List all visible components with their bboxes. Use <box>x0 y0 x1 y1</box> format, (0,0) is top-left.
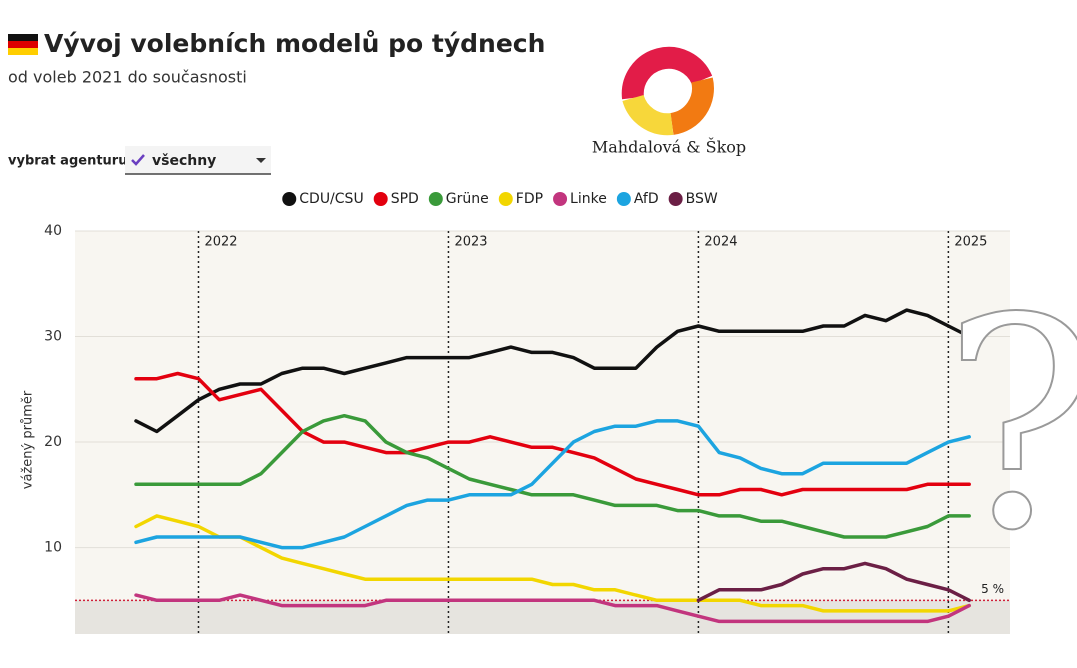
legend-item: AfD <box>616 191 659 207</box>
legend-item: Grüne <box>428 191 489 207</box>
logo: Mahdalová & Škop <box>592 46 746 157</box>
series-line <box>134 371 971 497</box>
x-tick-label: 2022 <box>204 235 237 250</box>
y-tick-label: 10 <box>44 540 62 556</box>
subtitle: od voleb 2021 do současnosti <box>8 68 247 87</box>
threshold-zone <box>75 600 1010 634</box>
series-line <box>134 593 971 624</box>
dropdown-value[interactable]: všechny <box>152 153 216 169</box>
dropdown[interactable]: všechny <box>125 146 271 175</box>
legend-label: FDP <box>516 191 543 207</box>
title: Vývoj volebních modelů po týdnech <box>44 29 545 58</box>
flag <box>8 34 38 55</box>
threshold-label: 5 % <box>981 582 1004 596</box>
legend-item: CDU/CSU <box>282 191 364 207</box>
plot-area <box>75 231 1010 634</box>
series-line <box>134 413 971 539</box>
x-tick-label: 2023 <box>454 235 487 250</box>
legend-item: SPD <box>373 191 419 207</box>
legend-label: AfD <box>634 191 659 207</box>
legend-swatch <box>428 192 443 206</box>
legend-swatch <box>498 192 513 206</box>
logo-text: Mahdalová & Škop <box>592 137 746 157</box>
overlay-question-mark: ? <box>942 257 1077 594</box>
legend-label: CDU/CSU <box>299 191 363 207</box>
series-line <box>134 308 971 434</box>
filter-label: vybrat agenturu <box>8 154 127 169</box>
legend-label: BSW <box>686 191 718 207</box>
legend-label: Grüne <box>446 191 489 207</box>
legend-swatch <box>282 192 297 206</box>
legend-item: Linke <box>553 191 607 207</box>
x-tick-label: 2025 <box>954 235 987 250</box>
series-line <box>134 514 971 613</box>
legend-item: BSW <box>668 191 718 207</box>
y-tick-label: 20 <box>44 434 62 450</box>
y-tick-label: 40 <box>44 223 62 239</box>
legend-swatch <box>616 192 631 206</box>
legend-swatch <box>668 192 683 206</box>
plot: 10 20 30 40 vážený průměr 5 % 2022 2023 2024 2025 <box>21 223 1010 634</box>
x-tick-label: 2024 <box>704 235 737 250</box>
legend-swatch <box>553 192 568 206</box>
series-line <box>134 419 971 550</box>
legend-item: FDP <box>498 191 543 207</box>
legend: CDU/CSU SPD Grüne FDP Linke AfD BSW <box>282 191 718 207</box>
series-line <box>696 561 971 603</box>
legend-swatch <box>373 192 388 206</box>
y-tick-label: 30 <box>44 329 62 345</box>
legend-label: Linke <box>570 191 607 207</box>
y-axis-label: vážený průměr <box>21 390 36 489</box>
legend-label: SPD <box>391 191 419 207</box>
